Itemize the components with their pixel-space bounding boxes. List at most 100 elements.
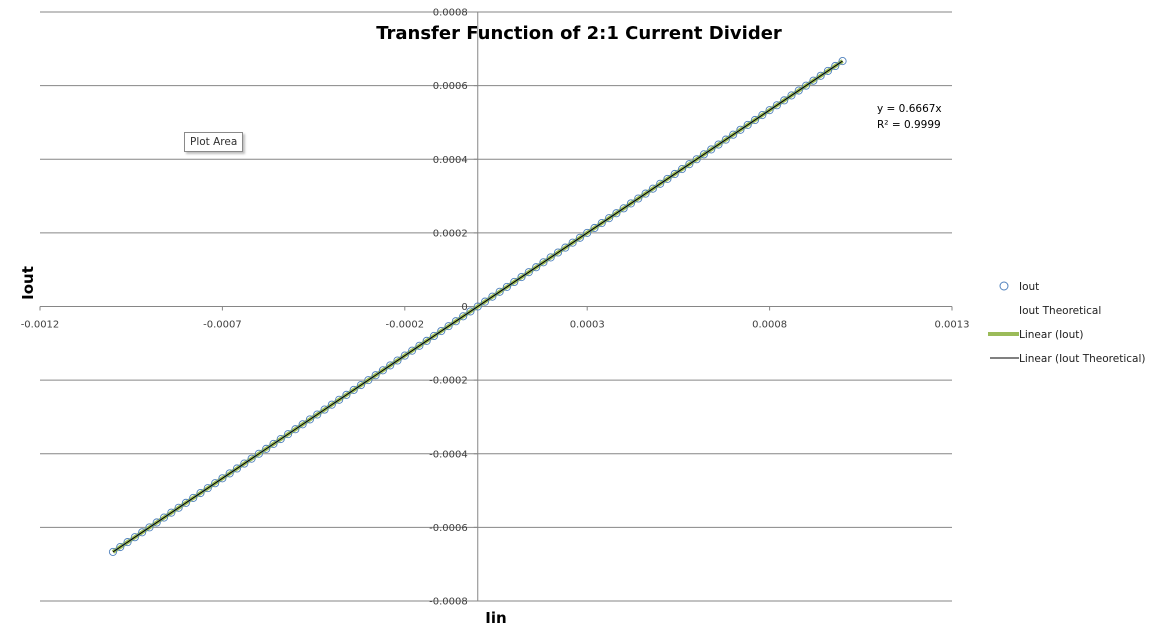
- data-point: [298, 420, 307, 429]
- data-point: [612, 209, 621, 218]
- data-point: [546, 253, 555, 262]
- data-point: [502, 282, 511, 291]
- data-point: [429, 331, 439, 341]
- y-axis-title[interactable]: Iout: [19, 266, 37, 300]
- data-point: [247, 454, 256, 463]
- data-point: [203, 484, 212, 493]
- y-tick-label: -0.0006: [429, 523, 468, 534]
- x-tick-label: 0.0003: [570, 320, 605, 331]
- data-point: [780, 96, 789, 105]
- data-point: [400, 351, 409, 360]
- data-point: [743, 120, 752, 129]
- data-point: [699, 150, 708, 159]
- data-point: [729, 130, 738, 139]
- data-point: [415, 341, 424, 350]
- data-point: [444, 322, 453, 331]
- data-point: [517, 272, 526, 282]
- legend-item-iout[interactable]: Iout: [999, 281, 1039, 293]
- data-point: [561, 243, 570, 252]
- data-point: [108, 547, 118, 556]
- y-tick-label: 0.0002: [433, 228, 468, 239]
- legend-marker-icon: [999, 281, 1009, 291]
- legend-item-iout-theoretical[interactable]: Iout Theoretical: [1019, 305, 1101, 317]
- data-point: [809, 76, 818, 85]
- data-point: [159, 513, 169, 522]
- y-tick-label: -0.0004: [429, 449, 468, 460]
- x-tick-label: -0.0012: [21, 320, 60, 331]
- data-point: [619, 204, 628, 213]
- trendline-equation[interactable]: y = 0.6667x: [877, 103, 942, 115]
- data-point: [605, 214, 614, 223]
- data-point: [232, 464, 242, 473]
- data-point: [634, 194, 643, 203]
- data-point: [823, 66, 833, 75]
- data-point: [648, 184, 657, 193]
- data-point: [532, 263, 541, 272]
- data-point: [736, 125, 745, 134]
- data-point: [240, 459, 249, 468]
- legend[interactable]: Iout Iout Theoretical Linear (Iout) Line…: [988, 281, 1145, 365]
- data-point: [225, 469, 234, 478]
- legend-item-linear-iout-theoretical[interactable]: Linear (Iout Theoretical): [990, 353, 1145, 365]
- x-axis-title[interactable]: Iin: [485, 609, 506, 627]
- axes: [39, 11, 953, 602]
- data-point: [269, 439, 278, 448]
- data-point: [816, 71, 825, 80]
- data-point: [575, 233, 584, 242]
- data-point: [342, 390, 351, 399]
- data-point: [284, 430, 293, 439]
- data-point: [386, 361, 395, 370]
- data-point: [721, 135, 730, 144]
- y-tick-label: 0: [461, 302, 467, 313]
- data-point: [838, 57, 847, 66]
- data-point: [677, 165, 687, 174]
- data-point: [787, 91, 796, 100]
- data-point: [692, 155, 701, 164]
- data-point: [466, 307, 475, 316]
- data-point: [750, 115, 760, 125]
- data-point: [772, 101, 781, 110]
- data-point: [495, 287, 504, 296]
- data-point: [378, 366, 387, 375]
- x-tick-label: 0.0008: [752, 320, 787, 331]
- x-tick-label: -0.0007: [203, 320, 242, 331]
- data-point: [320, 405, 329, 414]
- data-point: [626, 199, 636, 208]
- data-point: [553, 248, 563, 257]
- data-point: [356, 380, 366, 390]
- chart-title[interactable]: Transfer Function of 2:1 Current Divider: [376, 23, 782, 44]
- data-point: [123, 538, 132, 547]
- y-tick-label: 0.0004: [433, 155, 468, 166]
- data-point: [473, 302, 482, 311]
- x-tick-label: -0.0002: [385, 320, 424, 331]
- data-point: [656, 179, 665, 188]
- data-point: [641, 189, 650, 198]
- data-point: [349, 385, 358, 394]
- data-point: [305, 415, 315, 424]
- y-tick-label: 0.0008: [433, 8, 468, 19]
- tick-labels: 0.0008 0.0006 0.0004 0.0002 0 -0.0002 -0.0004 -…: [21, 8, 970, 608]
- legend-item-linear-iout[interactable]: Linear (Iout): [988, 329, 1083, 341]
- plot-area-tooltip: Plot Area: [184, 132, 244, 152]
- data-point: [488, 292, 497, 301]
- r-squared-label[interactable]: R² = 0.9999: [877, 119, 941, 131]
- data-point: [524, 268, 533, 277]
- data-point: [138, 528, 147, 537]
- data-point: [422, 336, 431, 345]
- data-point: [459, 312, 468, 321]
- data-point: [437, 326, 446, 336]
- data-point: [714, 140, 723, 149]
- data-point: [371, 371, 380, 380]
- data-point: [327, 400, 336, 409]
- x-tick-label: 0.0013: [935, 320, 970, 331]
- data-point: [663, 174, 672, 183]
- data-point: [583, 228, 592, 237]
- data-point: [262, 444, 271, 453]
- data-point: [116, 542, 125, 552]
- data-point: [152, 518, 161, 527]
- trendline-black: [112, 60, 843, 553]
- data-point: [211, 479, 220, 488]
- legend-label: Iout: [1019, 281, 1039, 293]
- y-tick-label: -0.0002: [429, 376, 468, 387]
